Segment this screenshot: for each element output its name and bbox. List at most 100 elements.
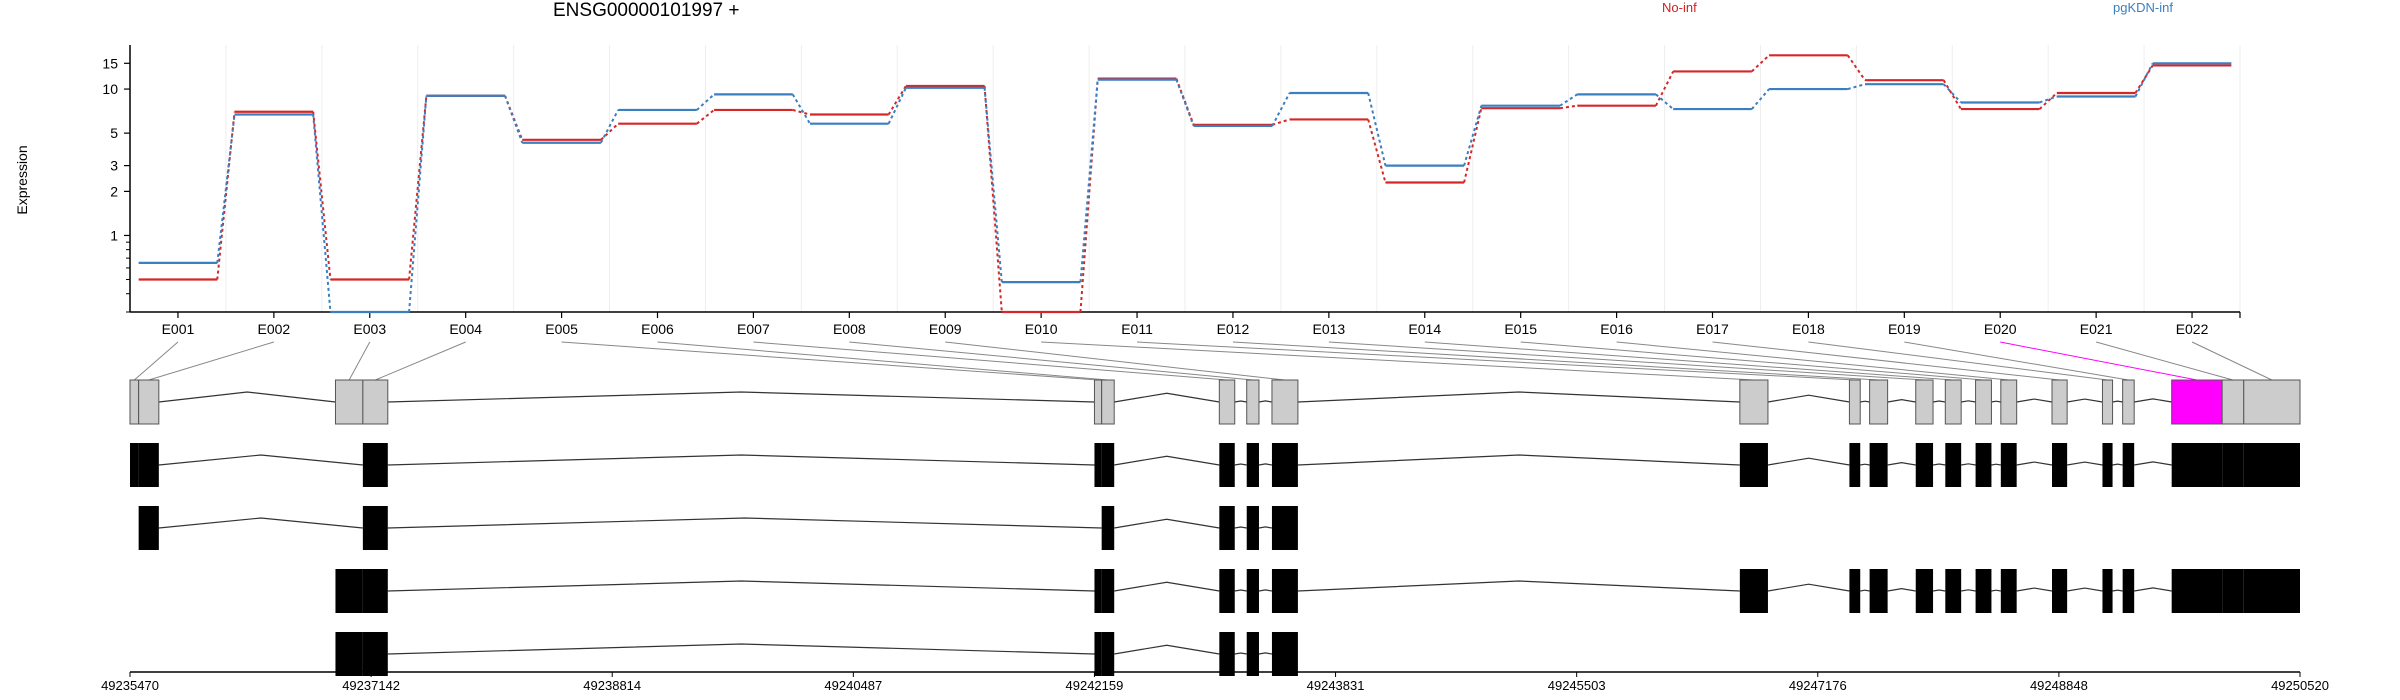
series-connector xyxy=(1942,83,1962,104)
transcript-exon xyxy=(1219,443,1235,487)
series-connector xyxy=(1175,79,1195,127)
transcript-exon xyxy=(1915,443,1934,487)
intron-line xyxy=(387,454,1095,466)
transcript-exon xyxy=(2102,569,2113,613)
exon-box xyxy=(1848,379,1861,425)
x-tick-label: E002 xyxy=(258,321,291,337)
series-connector xyxy=(1559,104,1578,110)
exon-connector xyxy=(753,341,1228,381)
exon-connector xyxy=(2191,341,2273,381)
legend-noinf: No-inf xyxy=(1662,0,1697,15)
series-connector xyxy=(1463,107,1483,183)
intron-line xyxy=(1767,583,1850,592)
series-connector xyxy=(696,93,715,111)
exon-connector xyxy=(148,341,275,381)
intron-line xyxy=(158,454,363,466)
exon-box xyxy=(2243,379,2301,425)
transcript-exon xyxy=(1246,506,1259,550)
y-tick-label: 15 xyxy=(102,55,118,71)
exon-connector xyxy=(1328,341,1925,381)
transcript-row xyxy=(130,443,2300,487)
series-noinf xyxy=(138,54,2232,314)
exon-box xyxy=(1869,379,1889,425)
intron-line xyxy=(1932,400,1946,403)
series-connector xyxy=(1655,70,1675,107)
intron-line xyxy=(2112,463,2123,466)
exon-box xyxy=(1739,379,1769,425)
transcript-row xyxy=(335,632,1298,676)
transcript-exon xyxy=(2171,569,2223,613)
x-tick-label: E008 xyxy=(833,321,866,337)
intron-line xyxy=(387,580,1095,592)
exon-box xyxy=(334,379,364,425)
genome-tick-label: 49238814 xyxy=(583,678,641,693)
transcript-exon xyxy=(2243,569,2300,613)
transcript-exon xyxy=(2102,443,2113,487)
chart-title: ENSG00000101997 + xyxy=(553,0,740,21)
x-tick-label: E012 xyxy=(1217,321,1250,337)
intron-line xyxy=(1887,588,1916,592)
intron-line xyxy=(158,517,363,529)
transcript-exon xyxy=(1101,443,1115,487)
y-tick-label: 2 xyxy=(110,183,118,199)
y-tick-label: 1 xyxy=(110,227,118,243)
series-connector xyxy=(216,114,236,263)
x-tick-label: E017 xyxy=(1696,321,1729,337)
transcript-exon xyxy=(1945,443,1962,487)
genome-tick-label: 49247176 xyxy=(1789,678,1847,693)
transcript-exon xyxy=(1271,569,1298,613)
intron-line xyxy=(1961,400,1976,403)
x-tick-label: E013 xyxy=(1313,321,1346,337)
exon-box xyxy=(2051,379,2068,425)
intron-line xyxy=(1258,652,1273,655)
exon-connector xyxy=(1232,341,1879,381)
intron-line xyxy=(1297,391,1740,403)
series-connector xyxy=(696,109,715,125)
intron-line xyxy=(1887,462,1916,466)
genome-tick-label: 49248848 xyxy=(2030,678,2088,693)
exon-box xyxy=(2000,379,2018,425)
intron-line xyxy=(1114,581,1220,592)
transcript-exon xyxy=(1869,569,1888,613)
intron-line xyxy=(2067,461,2103,466)
intron-line xyxy=(158,391,336,403)
exon-box xyxy=(2171,379,2223,425)
exon-connector xyxy=(945,341,1285,381)
transcript-exon xyxy=(1101,506,1115,550)
genome-tick-label: 49235470 xyxy=(101,678,159,693)
exon-connector xyxy=(348,341,371,381)
x-tick-label: E005 xyxy=(545,321,578,337)
transcript-exon xyxy=(2222,569,2244,613)
intron-line xyxy=(1258,463,1273,466)
transcript-exon xyxy=(335,632,363,676)
transcript-exon xyxy=(1271,632,1298,676)
x-tick-label: E001 xyxy=(162,321,195,337)
x-tick-label: E015 xyxy=(1504,321,1537,337)
intron-line xyxy=(1234,400,1247,403)
intron-line xyxy=(1860,589,1870,592)
intron-line xyxy=(2067,398,2103,403)
intron-line xyxy=(1932,463,1946,466)
y-tick-label: 10 xyxy=(102,81,118,97)
transcript-exon xyxy=(2000,443,2017,487)
intron-line xyxy=(1258,400,1273,403)
intron-line xyxy=(387,643,1095,655)
transcript-exon xyxy=(1094,443,1102,487)
intron-line xyxy=(1297,580,1740,592)
transcript-exon xyxy=(2243,443,2300,487)
genome-tick-label: 49237142 xyxy=(342,678,400,693)
transcript-exon xyxy=(1739,569,1768,613)
intron-line xyxy=(2112,589,2123,592)
exon-box xyxy=(129,379,140,425)
transcript-exon xyxy=(2000,569,2017,613)
transcript-exon xyxy=(2052,443,2068,487)
transcript-exon xyxy=(1246,569,1259,613)
legend-pgkdn: pgKDN-inf xyxy=(2113,0,2173,15)
transcript-exon xyxy=(362,506,388,550)
intron-line xyxy=(2134,398,2172,403)
intron-line xyxy=(387,391,1095,403)
exon-connector xyxy=(1616,341,2009,381)
intron-line xyxy=(1767,394,1850,403)
transcript-exon xyxy=(2052,569,2068,613)
transcript-exon xyxy=(1246,632,1259,676)
